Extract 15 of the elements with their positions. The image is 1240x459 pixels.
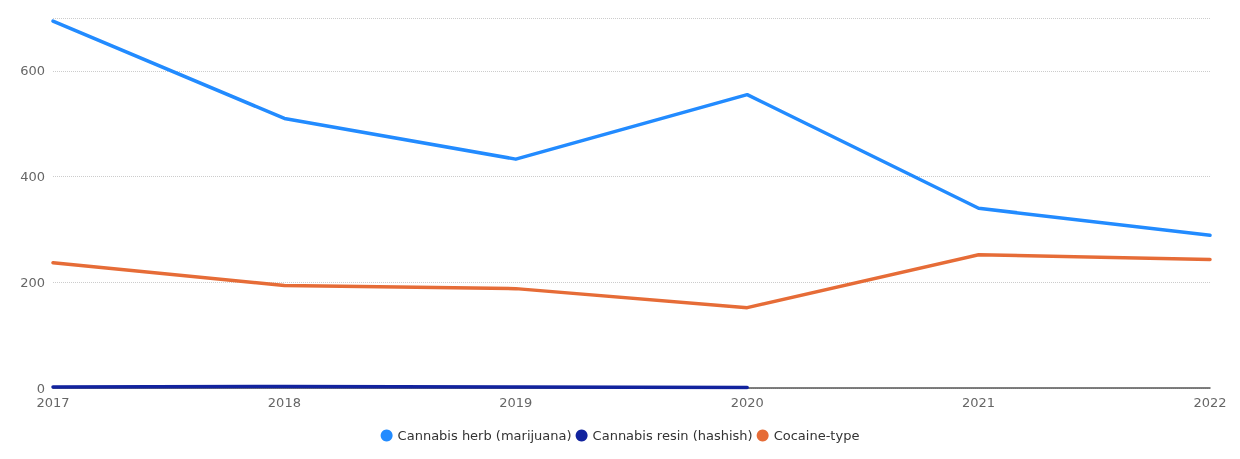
y-tick-label: 400	[20, 169, 45, 185]
y-tick-label: 600	[20, 63, 45, 79]
legend-label: Cannabis resin (hashish)	[592, 428, 753, 443]
y-tick-label: 200	[20, 274, 45, 290]
line-series	[51, 19, 1212, 237]
x-tick-label: 2020	[730, 395, 764, 410]
x-tick-label: 2018	[267, 395, 301, 410]
line-series	[51, 253, 1212, 310]
x-tick-label: 2022	[1193, 395, 1227, 410]
x-tick-label: 2021	[962, 395, 996, 410]
x-tick-label: 2019	[499, 395, 533, 410]
legend-label: Cannabis herb (marijuana)	[397, 428, 572, 443]
x-tick-label: 2017	[36, 395, 70, 410]
legend-label: Cocaine-type	[773, 428, 860, 443]
y-tick-label: 0	[36, 380, 45, 396]
